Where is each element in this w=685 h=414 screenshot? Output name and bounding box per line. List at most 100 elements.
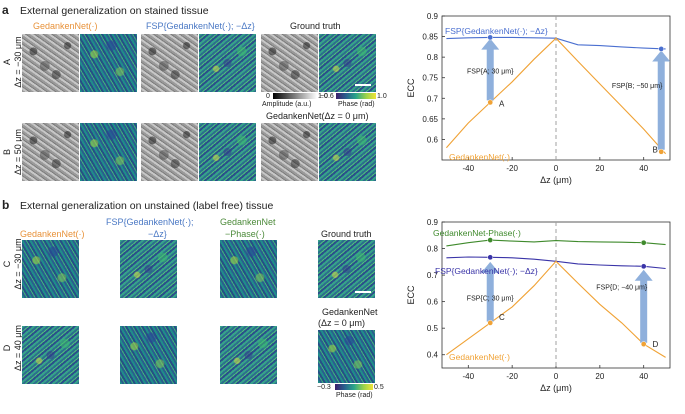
- chart-a-annotation-0: FSP{A; 30 μm}: [467, 69, 514, 76]
- b-col-label-ground-truth: Ground truth: [321, 229, 372, 239]
- chart-b-annotation-0: FSP{C; 30 μm}: [467, 295, 514, 302]
- scale-bar-a: [355, 84, 371, 86]
- b-col-label-phase-1: GedankenNet: [220, 217, 276, 227]
- chart-a-ytick-label-5: 0.85: [422, 33, 438, 42]
- chart-b-legend-0: GedankenNet-Phase(·): [433, 228, 521, 238]
- gt-sublabel-b-2: (Δz = 0 μm): [318, 318, 365, 328]
- chart-b-arrow-shaft-0: [486, 270, 494, 322]
- phase-cbar-a-label: Phase (rad): [338, 101, 375, 108]
- chart-b-ytick-label-3: 0.7: [427, 271, 439, 280]
- chart-a-ylabel: ECC: [406, 78, 416, 98]
- chart-b-ytick-label-2: 0.6: [427, 298, 439, 307]
- chart-b-marker-1: [640, 239, 647, 246]
- phase-cbar-a-max: 1.0: [377, 93, 387, 100]
- chart-a-arrow-head-0: [481, 38, 500, 50]
- image-B-gt-amp: [261, 123, 318, 181]
- image-A-fsp-amp: [141, 34, 198, 92]
- chart-b-legend-2: GedankenNet(·): [449, 352, 510, 362]
- chart-b-series-line-0: [446, 239, 666, 247]
- gt-sublabel-a: GedankenNet(Δz = 0 μm): [266, 111, 369, 121]
- image-D-gt: [318, 330, 375, 383]
- image-A-gedanken-amp: [22, 34, 79, 92]
- panel-b-title: External generalization on unstained (la…: [20, 200, 274, 212]
- row-label-D: D Δz = 40 μm: [2, 325, 23, 371]
- chart-a-xtick-label-2: 0: [554, 164, 559, 173]
- chart-b-ylabel: ECC: [406, 285, 416, 305]
- chart-a-xlabel: Δz (μm): [540, 175, 572, 185]
- row-label-A: A Δz = −30 μm: [2, 36, 23, 88]
- chart-b-xlabel: Δz (μm): [540, 383, 572, 393]
- image-D-gedanken: [22, 326, 79, 384]
- chart-a-marker-0: [487, 34, 494, 41]
- chart-a-marker-1: [658, 46, 665, 52]
- chart-a-xtick-label-4: 40: [639, 164, 648, 173]
- chart-b-series-line-2: [446, 260, 666, 358]
- chart-b-ytick-label-0: 0.4: [427, 351, 439, 360]
- chart-a-ytick-label-3: 0.75: [422, 74, 438, 83]
- chart-a-annotation-3: B: [652, 146, 657, 155]
- chart-b-arrow-head-0: [481, 261, 500, 273]
- amp-cbar-max: 1.0: [318, 93, 328, 100]
- chart-a-annotation-1: FSP{B; −50 μm}: [612, 83, 663, 90]
- panel-a-letter: a: [2, 3, 9, 17]
- image-B-fsp-amp: [141, 123, 198, 181]
- col-label-gedankennet: GedankenNet(·): [33, 21, 98, 31]
- b-col-label-phase-2: −Phase(·): [225, 229, 265, 239]
- chart-b-xtick-label-2: 0: [554, 372, 559, 381]
- chart-b-ytick-label-1: 0.5: [427, 324, 439, 333]
- chart-b-ytick-label-5: 0.9: [427, 218, 439, 227]
- chart-b-arrow-head-1: [634, 269, 653, 281]
- chart-a-marker-2: [487, 99, 494, 106]
- chart-a-ytick-label-1: 0.65: [422, 115, 438, 124]
- col-label-ground-truth: Ground truth: [290, 21, 341, 31]
- row-label-C: C Δz = −30 μm: [2, 238, 23, 290]
- chart-a-legend-0: FSP{GedankenNet(·); −Δz}: [445, 26, 548, 36]
- col-label-fsp: FSP{GedankenNet(·); −Δz}: [146, 21, 255, 31]
- chart-b-xtick-label-3: 20: [595, 372, 604, 381]
- image-C-gedanken: [22, 240, 79, 298]
- chart-a-arrow-head-1: [652, 50, 671, 62]
- chart-b-annotation-1: FSP{D; −40 μm}: [596, 285, 648, 292]
- chart-b-arrow-shaft-1: [640, 278, 648, 343]
- image-D-fsp: [120, 326, 177, 384]
- panel-a-title: External generalization on stained tissu…: [20, 5, 209, 17]
- chart-a-ytick-label-2: 0.7: [427, 94, 439, 103]
- chart-b-marker-0: [487, 237, 494, 243]
- chart-b-annotation-2: C: [499, 313, 505, 322]
- chart-b-xtick-label-4: 40: [639, 372, 648, 381]
- watermark: @稀土掘金技术社区: [598, 385, 676, 413]
- image-A-fsp-phase: [199, 34, 256, 92]
- image-C-fsp: [120, 240, 177, 298]
- chart-a-legend-1: GedankenNet(·): [449, 152, 510, 162]
- chart-b-marker-5: [640, 341, 647, 347]
- chart-b-marker-4: [487, 320, 494, 326]
- gt-sublabel-b-1: GedankenNet: [322, 307, 378, 317]
- phase-colorbar-b: [335, 384, 373, 390]
- b-col-label-gedankennet: GedankenNet(·): [20, 229, 85, 239]
- image-A-gedanken-phase: [80, 34, 137, 92]
- chart-b-marker-3: [640, 263, 647, 270]
- chart-b: 0.4 0.5 0.6 0.7 0.8 0.9 -40 -20 0 20 40 Δz (μm) ECC F…: [406, 218, 671, 393]
- chart-a-xtick-label-3: 20: [595, 164, 604, 173]
- scale-bar-b: [355, 291, 371, 293]
- chart-a-arrow-shaft-1: [657, 59, 665, 150]
- b-col-label-fsp-1: FSP{GedankenNet(·);: [106, 217, 194, 227]
- chart-a-marker-3: [658, 148, 665, 155]
- chart-b-xtick-label-0: -40: [463, 372, 475, 381]
- image-C-gt: [318, 240, 375, 298]
- phase-cbar-b-label: Phase (rad): [336, 392, 373, 399]
- amplitude-colorbar: [273, 93, 317, 99]
- chart-a-series-line-1: [445, 37, 667, 155]
- chart-b-xtick-label-1: -20: [506, 372, 518, 381]
- phase-cbar-a-min: −0.6: [320, 93, 334, 100]
- image-A-gt-phase: [319, 34, 376, 92]
- image-D-gedanken-phase: [220, 326, 277, 384]
- image-B-fsp-phase: [199, 123, 256, 181]
- amp-cbar-label: Amplitude (a.u.): [262, 101, 312, 108]
- chart-a-xtick-label-0: -40: [463, 164, 475, 173]
- phase-colorbar-a: [336, 93, 376, 99]
- image-B-gedanken-amp: [22, 123, 79, 181]
- phase-cbar-b-max: 0.5: [374, 384, 384, 391]
- image-B-gedanken-phase: [80, 123, 137, 181]
- chart-b-marker-2: [487, 254, 494, 261]
